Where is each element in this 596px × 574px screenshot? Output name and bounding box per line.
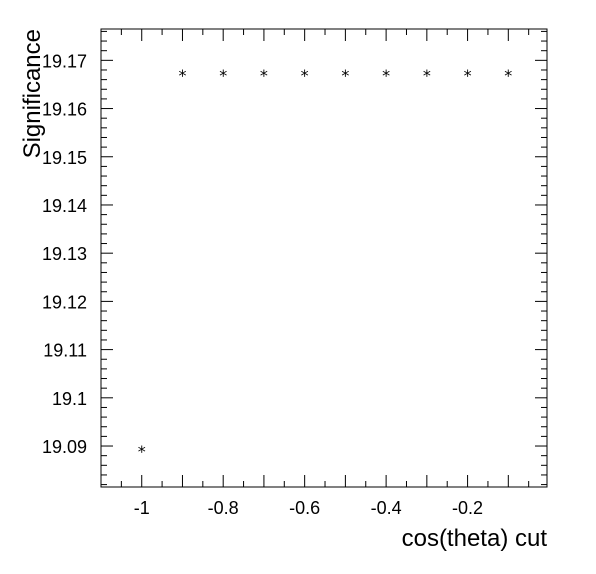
data-point: * bbox=[178, 66, 186, 85]
x-tick-label: -0.2 bbox=[452, 498, 483, 518]
y-tick-label: 19.1 bbox=[52, 389, 87, 409]
data-point: * bbox=[260, 66, 268, 85]
x-axis-title: cos(theta) cut bbox=[402, 525, 548, 552]
data-point: * bbox=[219, 66, 227, 85]
y-tick-label: 19.14 bbox=[42, 196, 87, 216]
y-tick-label: 19.12 bbox=[42, 292, 87, 312]
plot-frame bbox=[100, 28, 548, 488]
x-tick-label: -0.8 bbox=[208, 498, 239, 518]
y-tick-label: 19.11 bbox=[43, 341, 87, 361]
data-points: * * * * * * * * * * bbox=[138, 66, 513, 461]
data-point: * bbox=[464, 66, 472, 85]
y-axis-tick-labels: 19.09 19.1 19.11 19.12 19.13 19.14 19.15 19.16 1… bbox=[42, 51, 87, 457]
data-point: * bbox=[504, 66, 512, 85]
y-axis-title: Significance bbox=[19, 29, 46, 158]
y-tick-label: 19.17 bbox=[42, 51, 87, 71]
y-tick-label: 19.16 bbox=[42, 100, 87, 120]
x-tick-label: -1 bbox=[134, 498, 150, 518]
y-tick-label: 19.09 bbox=[42, 437, 87, 457]
data-point: * bbox=[301, 66, 309, 85]
data-point: * bbox=[341, 66, 349, 85]
y-axis-ticks bbox=[101, 30, 547, 486]
y-tick-label: 19.15 bbox=[42, 148, 87, 168]
x-axis-ticks bbox=[120, 29, 530, 487]
data-point: * bbox=[138, 442, 146, 461]
x-tick-label: -0.4 bbox=[371, 498, 402, 518]
x-axis-tick-labels: -1 -0.8 -0.6 -0.4 -0.2 bbox=[134, 498, 483, 518]
x-tick-label: -0.6 bbox=[289, 498, 320, 518]
data-point: * bbox=[382, 66, 390, 85]
y-tick-label: 19.13 bbox=[42, 244, 87, 264]
data-point: * bbox=[423, 66, 431, 85]
